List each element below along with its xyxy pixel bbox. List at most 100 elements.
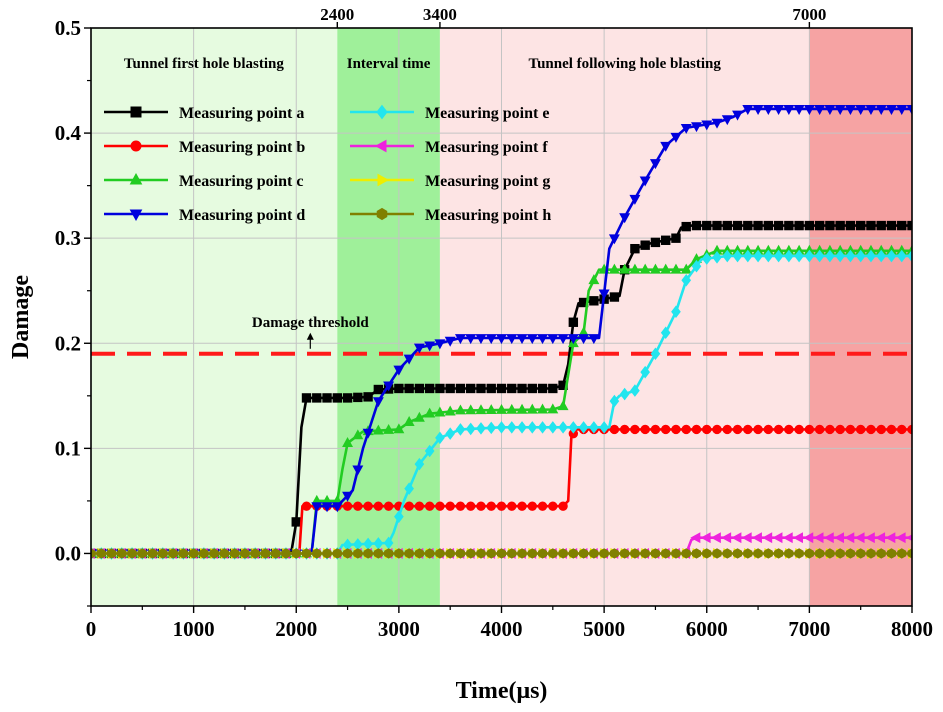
data-point xyxy=(589,421,599,434)
data-point xyxy=(753,424,763,435)
x-tick-label: 7000 xyxy=(788,617,830,641)
data-point xyxy=(526,334,538,345)
data-point xyxy=(772,532,783,544)
data-point xyxy=(444,336,456,347)
data-point xyxy=(670,263,682,274)
legend-label: Measuring point g xyxy=(425,173,550,190)
data-point xyxy=(485,404,497,415)
data-point xyxy=(394,510,404,523)
data-point xyxy=(516,403,528,414)
legend-marker xyxy=(377,173,390,187)
data-point xyxy=(733,548,743,559)
top-tick-label: 7000 xyxy=(792,5,826,24)
data-point xyxy=(578,421,589,434)
data-point xyxy=(710,532,721,544)
data-point xyxy=(906,105,912,115)
data-point xyxy=(496,501,507,511)
data-point xyxy=(895,532,906,544)
data-point xyxy=(886,424,897,435)
x-tick-label: 3000 xyxy=(378,617,420,641)
data-point xyxy=(281,548,291,559)
legend-marker xyxy=(374,139,387,153)
y-tick-label: 0.4 xyxy=(55,121,82,145)
data-point xyxy=(782,532,793,544)
data-point xyxy=(568,317,579,327)
data-point xyxy=(496,421,507,434)
data-point xyxy=(454,404,466,415)
data-point xyxy=(762,532,773,544)
data-point xyxy=(731,532,742,544)
data-point xyxy=(680,263,692,274)
data-point xyxy=(752,105,764,115)
data-point xyxy=(753,548,763,559)
data-point xyxy=(855,105,867,115)
data-point xyxy=(394,383,404,394)
data-point xyxy=(896,249,907,263)
data-point xyxy=(743,548,753,559)
data-point xyxy=(649,263,661,274)
y-axis-title: Damage xyxy=(8,275,34,359)
data-point xyxy=(394,548,404,559)
data-point xyxy=(199,548,209,559)
data-point xyxy=(762,105,774,115)
data-point xyxy=(548,383,558,394)
data-point xyxy=(178,548,188,559)
data-point xyxy=(639,263,651,274)
data-point xyxy=(496,548,507,559)
data-point xyxy=(670,132,682,143)
data-point xyxy=(681,221,691,232)
data-point xyxy=(835,220,845,231)
data-point xyxy=(866,424,876,435)
data-point xyxy=(886,220,897,231)
data-point xyxy=(825,548,835,559)
data-point xyxy=(302,548,312,559)
data-point xyxy=(517,383,527,394)
data-point xyxy=(568,421,579,434)
data-point xyxy=(712,424,722,435)
data-point xyxy=(629,263,641,274)
data-point xyxy=(660,326,671,340)
data-point xyxy=(599,421,609,434)
data-point xyxy=(661,424,671,435)
data-point xyxy=(517,501,527,511)
legend-marker xyxy=(130,106,142,118)
data-point xyxy=(414,501,425,511)
data-point xyxy=(424,501,435,511)
x-tick-label: 5000 xyxy=(583,617,625,641)
data-point xyxy=(701,120,713,131)
data-point xyxy=(680,123,692,134)
region-labels: Tunnel first hole blasting Interval time T… xyxy=(124,56,721,72)
data-point xyxy=(856,548,866,559)
threshold-arrow-head xyxy=(306,332,314,340)
data-point xyxy=(773,220,784,231)
data-point xyxy=(742,105,754,115)
data-point xyxy=(526,403,538,414)
data-point xyxy=(650,237,661,248)
data-point xyxy=(784,424,794,435)
x-tick-label: 4000 xyxy=(481,617,523,641)
data-point xyxy=(476,548,486,559)
data-point xyxy=(507,548,517,559)
data-point xyxy=(630,243,640,254)
data-point xyxy=(732,220,743,231)
data-point xyxy=(671,233,681,243)
data-point xyxy=(424,383,435,394)
x-tick-label: 0 xyxy=(86,617,97,641)
data-point xyxy=(814,424,825,435)
data-point xyxy=(784,548,794,559)
data-point xyxy=(414,383,425,394)
data-point xyxy=(291,548,301,559)
data-point xyxy=(506,421,517,434)
y-tick-label: 0.1 xyxy=(55,436,81,460)
data-point xyxy=(557,400,569,411)
data-point xyxy=(425,548,435,559)
data-point xyxy=(845,220,856,231)
data-point xyxy=(691,424,702,435)
data-point xyxy=(630,384,640,397)
data-point xyxy=(424,407,436,418)
legend-label: Measuring point e xyxy=(425,105,549,122)
data-point xyxy=(393,365,405,376)
data-point xyxy=(567,334,579,345)
data-point xyxy=(91,548,96,559)
y-tick-label: 0.0 xyxy=(55,541,81,565)
